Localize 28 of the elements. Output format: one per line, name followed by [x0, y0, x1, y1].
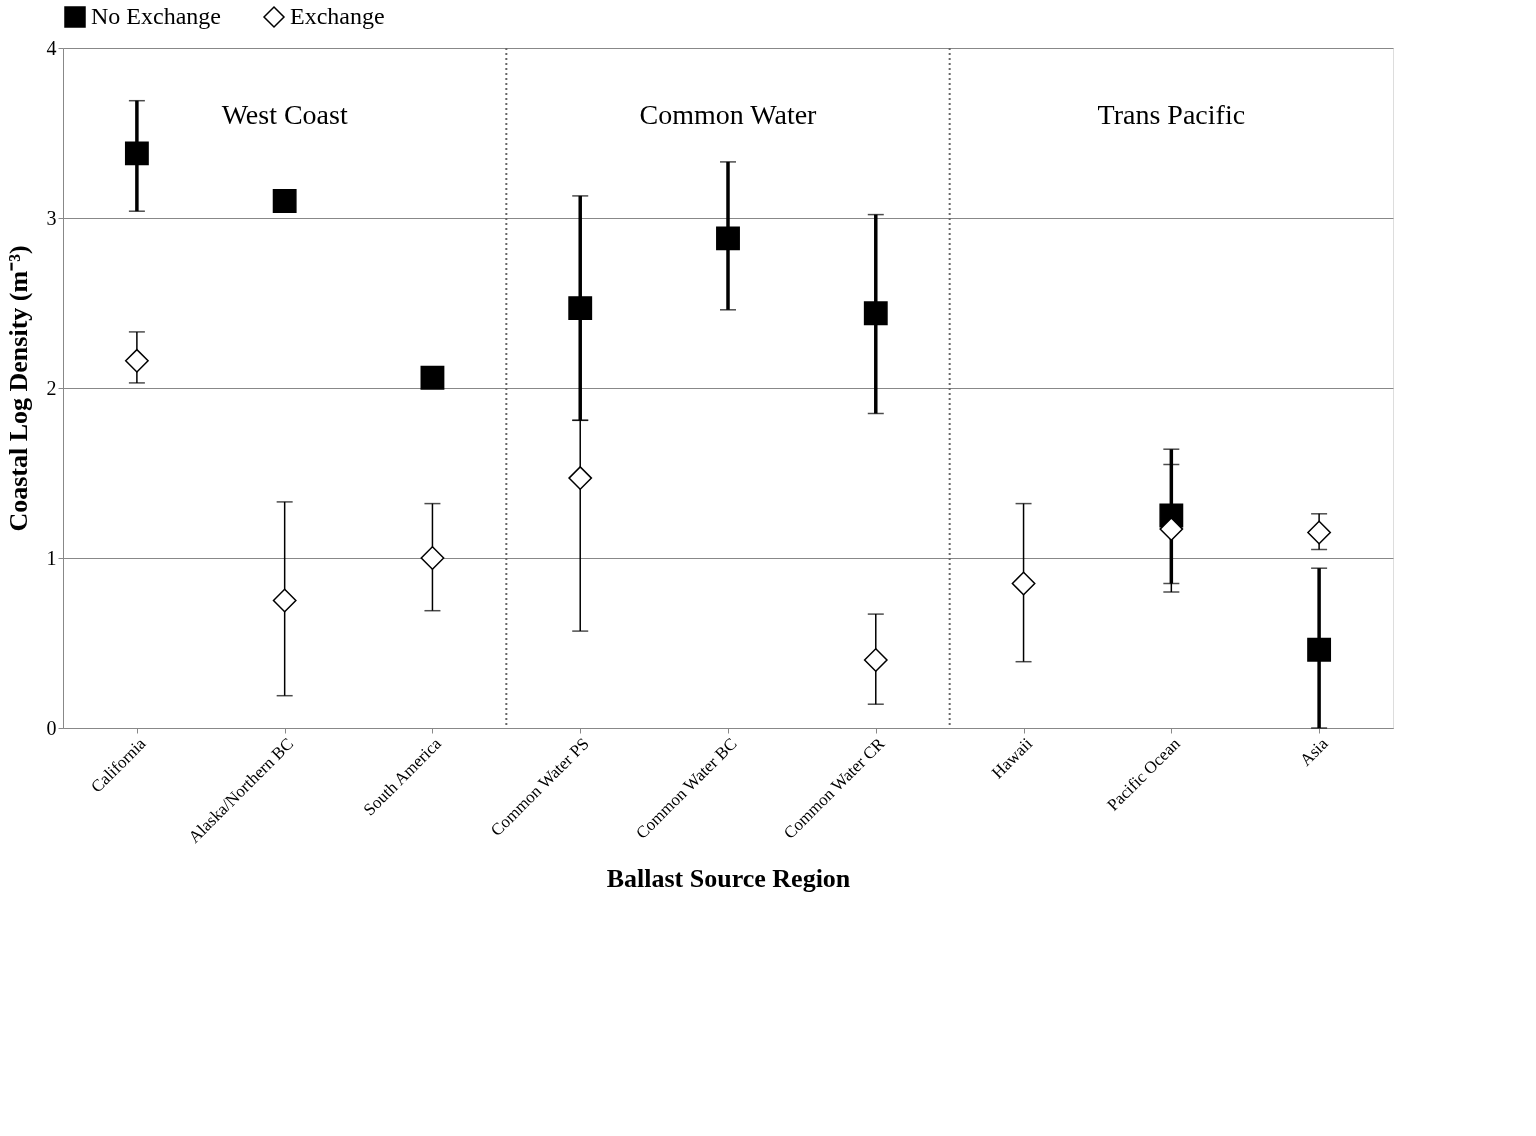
- y-tick-label: 2: [46, 376, 57, 399]
- annotation: Common Water: [639, 99, 818, 130]
- point: [1307, 520, 1332, 545]
- point: [272, 588, 297, 613]
- point: [124, 141, 149, 166]
- y-tick-label: 1: [46, 546, 57, 569]
- point: [124, 348, 149, 373]
- point: [716, 226, 740, 251]
- legend-label: Exchange: [290, 3, 385, 29]
- point: [1011, 571, 1036, 596]
- y-tick-label: 3: [46, 206, 57, 229]
- y-tick-label: 0: [46, 716, 57, 739]
- y-axis-title: Coastal Log Density (m⁻³): [3, 245, 33, 532]
- x-tick-label: Asia: [1296, 733, 1332, 770]
- y-tick-label: 4: [46, 36, 57, 59]
- x-axis-title: Ballast Source Region: [606, 863, 851, 893]
- point: [420, 365, 445, 390]
- annotation: West Coast: [221, 99, 348, 130]
- point: [1159, 517, 1184, 542]
- point: [420, 546, 445, 570]
- annotation: Trans Pacific: [1097, 99, 1246, 130]
- legend-label: No Exchange: [91, 3, 221, 29]
- point: [272, 189, 297, 213]
- point: [1307, 637, 1332, 662]
- point: [568, 466, 593, 491]
- point: [863, 648, 888, 672]
- point: [863, 301, 888, 326]
- point: [568, 296, 593, 321]
